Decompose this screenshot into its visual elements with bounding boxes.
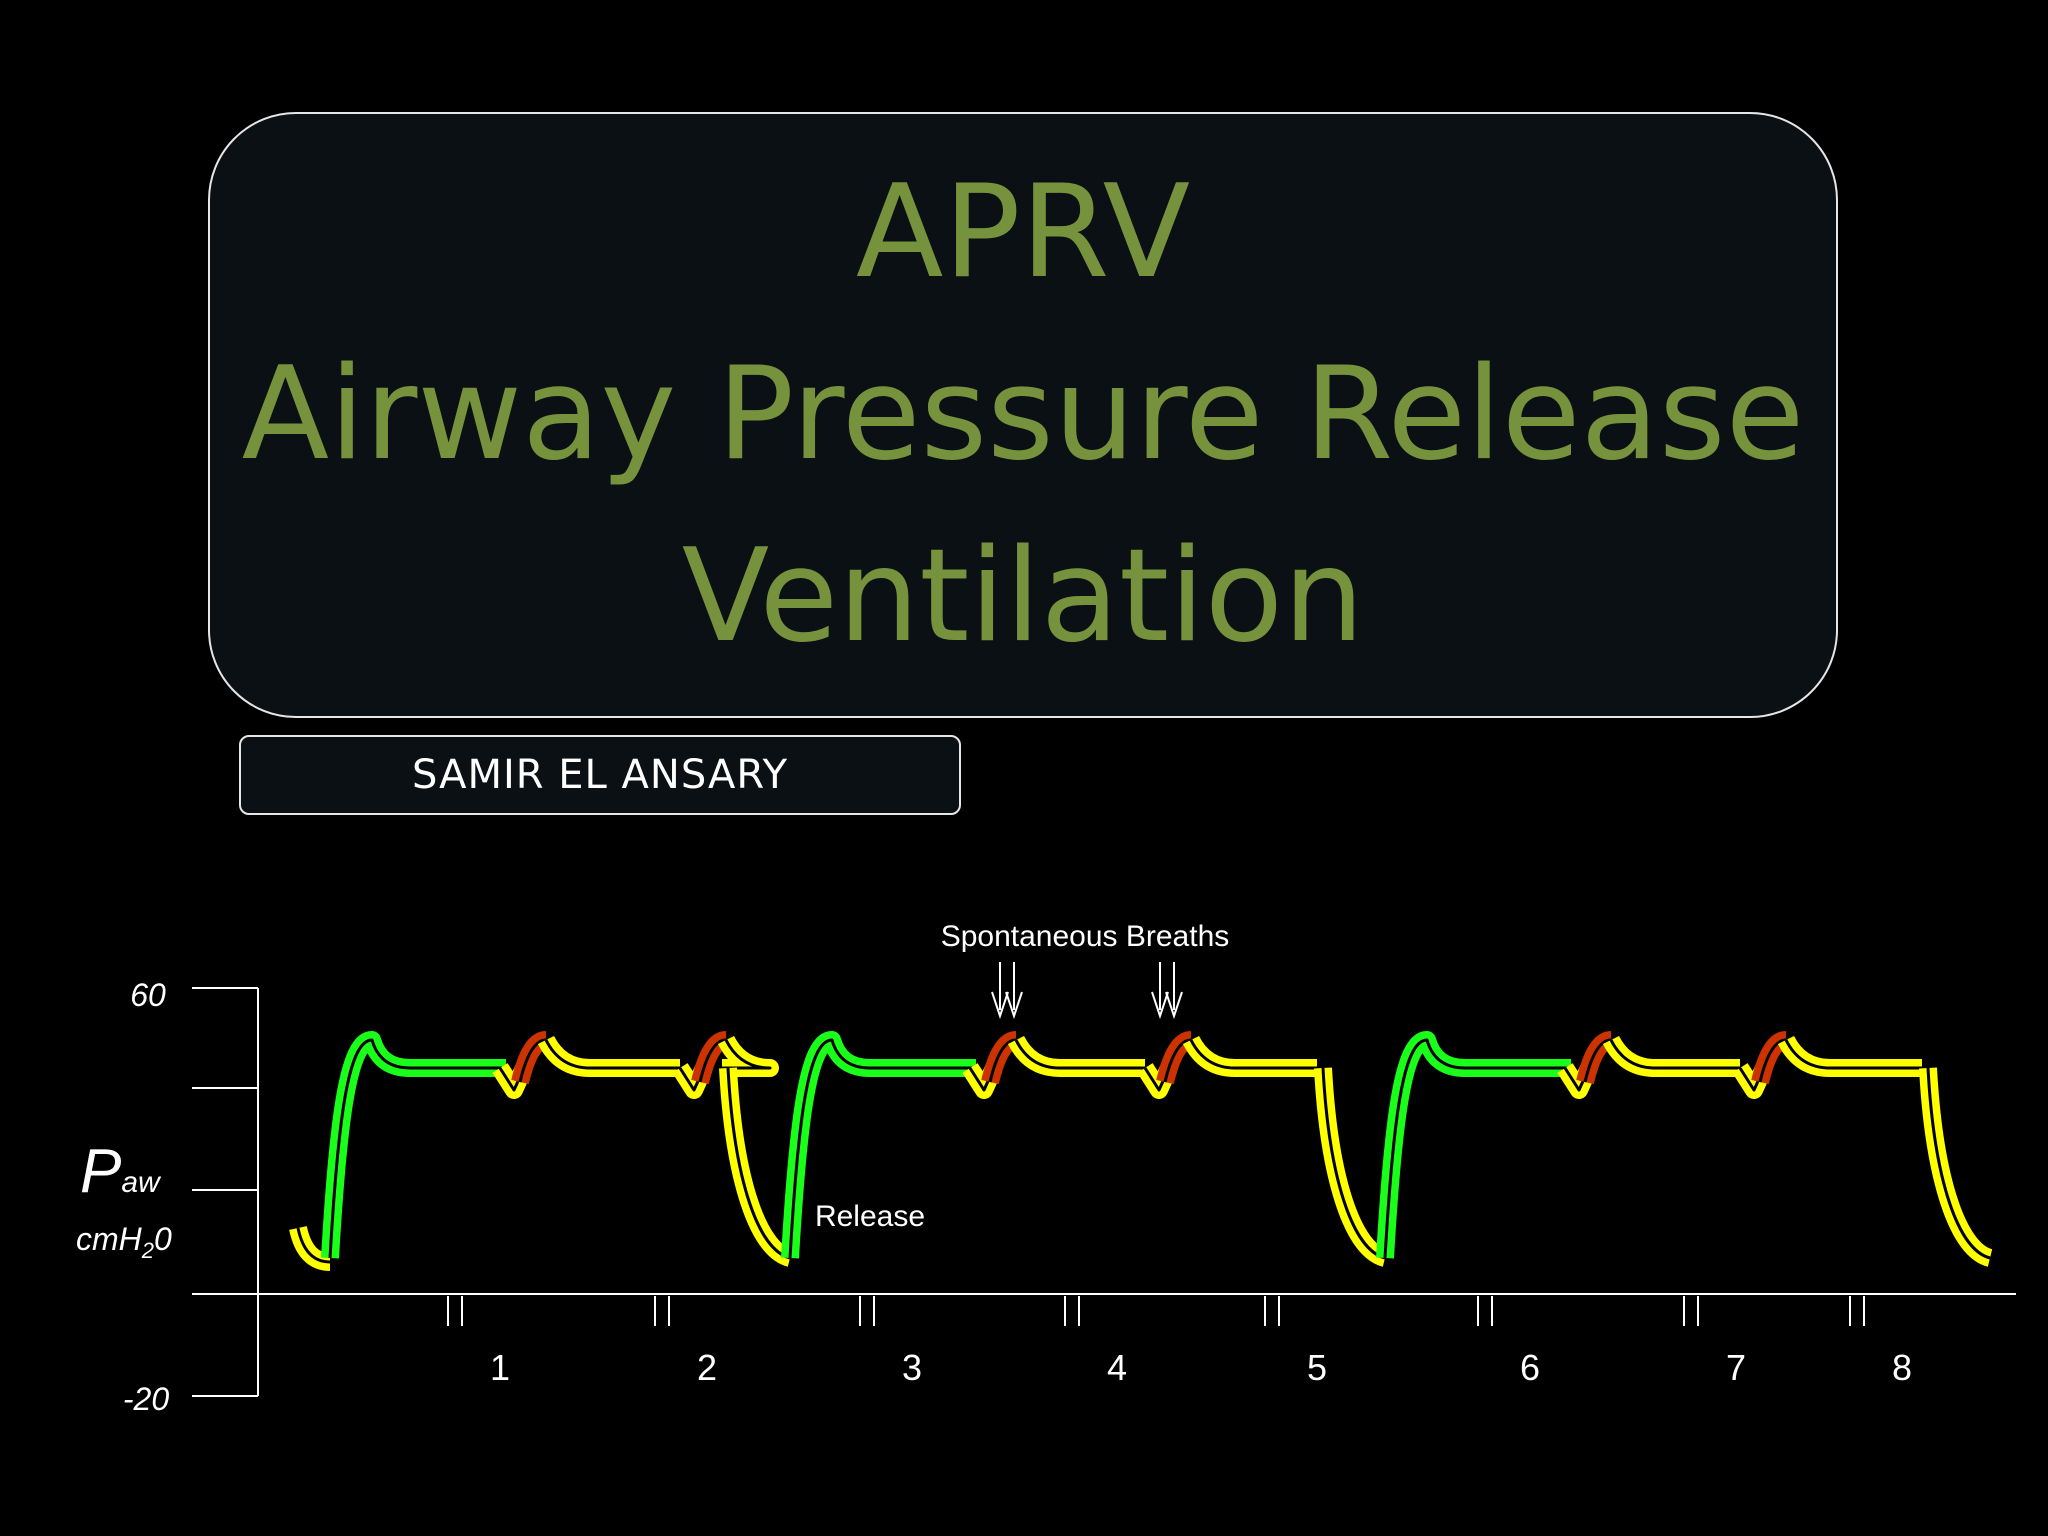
annotation-spontaneous-breaths: Spontaneous Breaths bbox=[941, 920, 1230, 953]
spontaneous-breath-1-2-groove bbox=[698, 1038, 727, 1083]
spontaneous-breath-3-1-groove bbox=[1583, 1038, 1612, 1083]
mandatory-breath-2-groove bbox=[788, 1038, 976, 1259]
y-axis-unit: cmH20 bbox=[76, 1221, 172, 1263]
plateau-2-2 bbox=[1182, 1035, 1317, 1077]
plateau-3-1-groove bbox=[1609, 1039, 1740, 1070]
annotation-release: Release bbox=[815, 1200, 925, 1233]
y-axis-unit-main: cmH bbox=[76, 1221, 143, 1257]
author-box: SAMIR EL ANSARY bbox=[239, 735, 961, 815]
x-axis-label-1: 1 bbox=[490, 1347, 510, 1388]
plateau-2-1-groove bbox=[1014, 1039, 1145, 1070]
x-axis-label-2: 2 bbox=[697, 1347, 717, 1388]
release-phase-3-groove bbox=[1926, 1067, 1991, 1260]
arrow-head-1-2 bbox=[1005, 991, 1023, 1020]
mandatory-breath-1-groove bbox=[328, 1038, 506, 1259]
y-axis-bottom-label: -20 bbox=[123, 1381, 169, 1417]
release-trace-start-groove bbox=[296, 1227, 331, 1264]
x-axis-label-8: 8 bbox=[1892, 1347, 1912, 1388]
plateau-3-2-groove bbox=[1784, 1039, 1922, 1070]
plateau-2-2-groove bbox=[1189, 1039, 1317, 1070]
plateau-2-1 bbox=[1007, 1035, 1145, 1077]
x-axis-label-5: 5 bbox=[1307, 1347, 1327, 1388]
y-axis-unit-sub: 2 bbox=[141, 1238, 154, 1263]
y-axis-unit-tail: 0 bbox=[154, 1221, 172, 1257]
spontaneous-breath-2-2-groove bbox=[1163, 1038, 1192, 1083]
title-box: APRV Airway Pressure Release Ventilation bbox=[208, 112, 1838, 718]
release-phase-1-groove bbox=[726, 1067, 791, 1260]
mandatory-breath-1 bbox=[321, 1031, 506, 1259]
plateau-1-2-groove bbox=[722, 1039, 772, 1070]
title-line-abbr: APRV bbox=[855, 158, 1191, 307]
x-axis-label-7: 7 bbox=[1726, 1347, 1746, 1388]
x-axis-label-3: 3 bbox=[902, 1347, 922, 1388]
arrow-head-1-1 bbox=[991, 991, 1009, 1020]
mandatory-breath-3-groove bbox=[1383, 1038, 1571, 1259]
y-axis-title-sub: aw bbox=[121, 1166, 162, 1199]
spontaneous-breath-2-1-groove bbox=[988, 1038, 1017, 1083]
arrow-head-2-2 bbox=[1165, 991, 1183, 1020]
x-axis-label-4: 4 bbox=[1107, 1347, 1127, 1388]
title-line-main: Airway Pressure Release bbox=[241, 340, 1805, 489]
spontaneous-breath-3-2-groove bbox=[1758, 1038, 1787, 1083]
y-axis-top-label: 60 bbox=[130, 977, 166, 1013]
spontaneous-breath-1-1-groove bbox=[518, 1038, 547, 1083]
y-axis-title: Paw bbox=[80, 1137, 162, 1206]
x-axis-label-6: 6 bbox=[1520, 1347, 1540, 1388]
y-axis-title-p: P bbox=[80, 1137, 121, 1206]
mandatory-breath-3 bbox=[1376, 1031, 1571, 1259]
plateau-1-1-groove bbox=[544, 1039, 680, 1070]
author-name: SAMIR EL ANSARY bbox=[411, 752, 789, 798]
plateau-3-1 bbox=[1602, 1035, 1740, 1077]
release-phase-2-groove bbox=[1321, 1067, 1386, 1260]
arrow-head-2-1 bbox=[1151, 991, 1169, 1020]
title-line-sub: Ventilation bbox=[681, 522, 1365, 671]
